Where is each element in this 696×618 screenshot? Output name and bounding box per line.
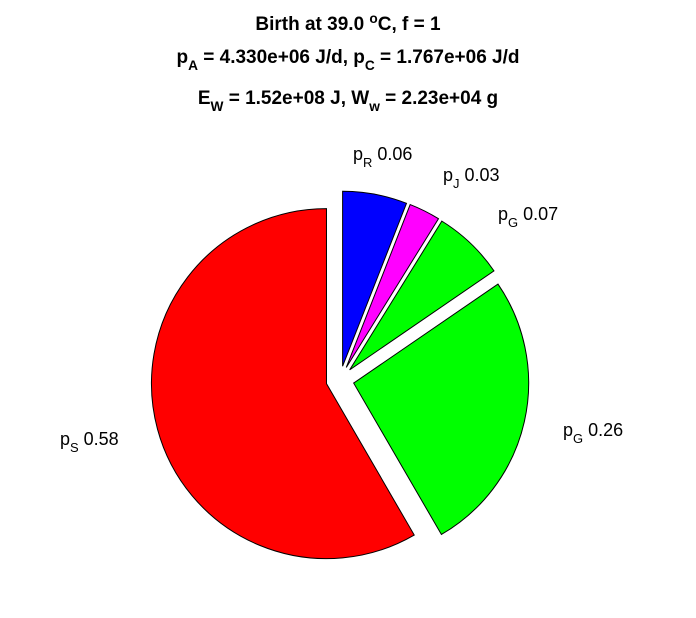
pie-slice-5 [151,208,415,560]
pC-base: p [353,47,365,68]
slice-label-value: 0.26 [583,420,624,440]
slice-label-5: pS 0.58 [60,429,119,454]
slice-label-base: p [563,420,574,440]
slice-label-base: p [353,144,364,164]
slice-label-value: 0.07 [518,204,559,224]
pA-base: p [176,47,189,68]
pC-value: = 1.767e+06 J/d [374,47,520,68]
Ww-value: = 2.23e+04 g [379,88,499,109]
title-line-2: pA = 4.330e+06 J/d, pC = 1.767e+06 J/d [0,47,696,72]
slice-label-sub: R [363,155,373,170]
title-line-1-text: Birth at 39.0 [255,14,370,35]
title-line-1-tail: C, f = 1 [377,14,441,35]
slice-label-sub: G [573,431,584,446]
slice-label-2: pJ 0.03 [443,165,500,190]
pA-value: = 4.330e+06 J/d, [197,47,354,68]
EW-value: = 1.52e+08 J, [223,88,352,109]
EW-base: E [197,88,211,109]
pC-sub: C [364,58,375,73]
pie-slice-3 [349,220,495,371]
slice-label-value: 0.06 [372,144,413,164]
title-line-1: Birth at 39.0 oC, f = 1 [0,11,696,36]
pA-sub: A [188,58,198,73]
slice-label-sub: G [508,215,519,230]
slice-label-base: p [60,429,71,449]
slice-label-value: 0.03 [459,165,500,185]
Ww-sub: w [369,99,380,114]
title-line-3: EW = 1.52e+08 J, Ww = 2.23e+04 g [0,88,696,113]
slice-label-sub: S [70,440,79,455]
degree-symbol: o [369,11,378,26]
slice-label-base: p [498,204,509,224]
slice-label-value: 0.58 [78,429,119,449]
pie-slice-1 [342,190,408,367]
slice-label-4: pG 0.26 [563,420,624,445]
slice-label-3: pG 0.07 [498,204,559,229]
slice-label-sub: J [453,176,460,191]
EW-sub: W [210,99,224,114]
pie-slice-2 [345,203,440,368]
pie-slice-4 [352,283,530,536]
slice-label-base: p [443,165,454,185]
slice-label-1: pR 0.06 [353,144,413,169]
Ww-base: W [351,88,370,109]
